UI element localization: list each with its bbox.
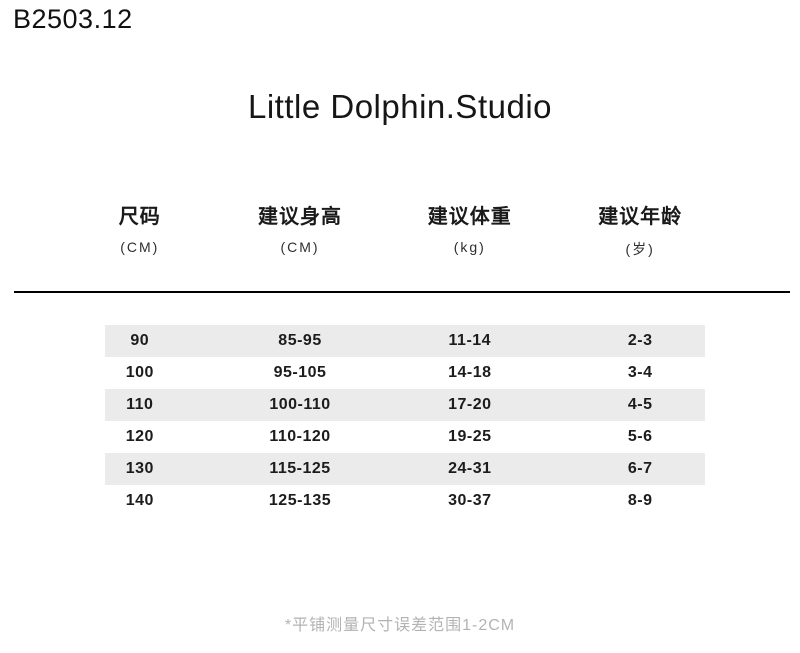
column-unit-height: (CM) — [280, 239, 320, 255]
cell-weight: 17-20 — [448, 396, 492, 413]
column-label-weight: 建议体重 — [427, 206, 512, 228]
cell-size: 90 — [130, 332, 150, 349]
cell-size: 140 — [125, 492, 154, 509]
column-unit-size: (CM) — [120, 239, 160, 255]
brand-title: Little Dolphin.Studio — [247, 88, 553, 125]
column-header-age: 建议年龄 (岁) — [598, 200, 682, 259]
column-header-height: 建议身高 (CM) — [258, 200, 342, 255]
cell-age: 4-5 — [627, 396, 653, 413]
table-row: 100 95-105 14-18 3-4 — [105, 357, 705, 389]
cell-age: 2-3 — [627, 332, 653, 349]
cell-weight: 14-18 — [448, 364, 492, 381]
column-label-age: 建议年龄 — [598, 206, 683, 228]
column-header-weight: 建议体重 (kg) — [428, 200, 512, 255]
column-label-size: 尺码 — [118, 206, 161, 228]
table-body: 90 85-95 11-14 2-3 100 95-105 14-18 3-4 … — [105, 325, 705, 517]
cell-age: 6-7 — [627, 460, 653, 477]
column-unit-age: (岁) — [625, 241, 655, 257]
column-header-size: 尺码 (CM) — [119, 200, 161, 255]
table-row: 120 110-120 19-25 5-6 — [105, 421, 705, 453]
cell-age: 5-6 — [627, 428, 653, 445]
cell-weight: 11-14 — [448, 332, 492, 349]
cell-weight: 19-25 — [448, 428, 492, 445]
table-row: 130 115-125 24-31 6-7 — [105, 453, 705, 485]
cell-size: 120 — [125, 428, 154, 445]
cell-height: 95-105 — [273, 364, 327, 381]
cell-height: 115-125 — [269, 460, 331, 477]
cell-age: 8-9 — [627, 492, 653, 509]
cell-height: 85-95 — [278, 332, 322, 349]
table-row: 140 125-135 30-37 8-9 — [105, 485, 705, 517]
cell-height: 110-120 — [269, 428, 331, 445]
column-unit-weight: (kg) — [453, 239, 486, 255]
cell-weight: 24-31 — [448, 460, 492, 477]
cell-weight: 30-37 — [448, 492, 492, 509]
product-code: B2503.12 — [13, 4, 133, 34]
table-row: 110 100-110 17-20 4-5 — [105, 389, 705, 421]
cell-size: 100 — [125, 364, 154, 381]
cell-size: 130 — [125, 460, 154, 477]
cell-height: 100-110 — [269, 396, 331, 413]
footnote: *平铺测量尺寸误差范围1-2CM — [284, 617, 516, 634]
cell-size: 110 — [126, 396, 154, 413]
column-label-height: 建议身高 — [258, 206, 342, 228]
table-row: 90 85-95 11-14 2-3 — [105, 325, 705, 357]
cell-height: 125-135 — [268, 492, 332, 509]
cell-age: 3-4 — [627, 364, 653, 381]
header-divider — [14, 291, 790, 293]
table-header: 尺码 (CM) 建议身高 (CM) 建议体重 (kg) 建议年龄 (岁) — [105, 200, 705, 260]
